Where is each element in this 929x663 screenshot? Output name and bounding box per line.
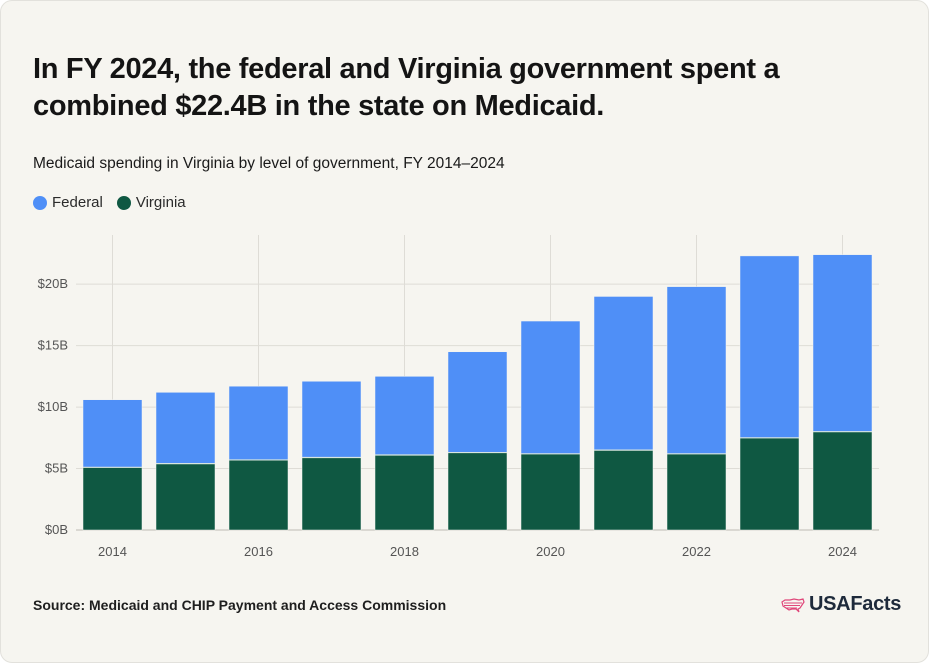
bar-virginia-2020 (520, 453, 581, 531)
bar-virginia-2015 (155, 463, 216, 531)
legend-swatch-virginia (116, 195, 131, 210)
bar-virginia-2023 (739, 437, 800, 531)
x-tick-label: 2016 (244, 544, 273, 559)
bar-virginia-2021 (593, 449, 654, 531)
x-tick-label: 2014 (98, 544, 127, 559)
bar-virginia-2016 (228, 459, 289, 531)
chart-title: In FY 2024, the federal and Virginia gov… (33, 53, 780, 122)
x-tick-label: 2020 (536, 544, 565, 559)
bar-federal-2020 (520, 320, 581, 455)
bar-federal-2021 (593, 296, 654, 451)
legend-label-federal: Federal (52, 194, 103, 211)
y-tick-label: $15B (38, 338, 68, 353)
bar-virginia-2024 (812, 431, 873, 531)
brand-name: USAFacts (809, 593, 902, 615)
bar-virginia-2022 (666, 453, 727, 531)
bar-federal-2014 (82, 399, 143, 468)
chart-legend: Federal Virginia (33, 194, 186, 211)
legend-item-federal: Federal (33, 194, 103, 211)
bar-federal-2023 (739, 255, 800, 439)
bar-federal-2018 (374, 376, 435, 456)
bar-federal-2017 (301, 381, 362, 458)
bar-federal-2019 (447, 351, 508, 453)
source-note: Source: Medicaid and CHIP Payment and Ac… (33, 597, 447, 613)
x-tick-label: 2018 (390, 544, 419, 559)
y-tick-label: $0B (45, 522, 68, 537)
bar-virginia-2014 (82, 467, 143, 531)
x-tick-label: 2024 (828, 544, 857, 559)
bar-virginia-2017 (301, 457, 362, 531)
bar-virginia-2018 (374, 454, 435, 531)
y-tick-label: $20B (38, 276, 68, 291)
chart-subtitle: Medicaid spending in Virginia by level o… (33, 155, 505, 172)
y-tick-label: $5B (45, 461, 68, 476)
legend-item-virginia: Virginia (116, 194, 186, 211)
bar-virginia-2019 (447, 452, 508, 531)
legend-label-virginia: Virginia (135, 194, 186, 211)
bar-federal-2016 (228, 385, 289, 461)
us-map-icon (781, 597, 805, 612)
bar-federal-2022 (666, 286, 727, 455)
brand-logo: USAFacts (781, 593, 901, 616)
y-tick-label: $10B (38, 399, 68, 414)
x-tick-label: 2022 (682, 544, 711, 559)
legend-swatch-federal (33, 195, 47, 210)
bar-federal-2024 (812, 254, 873, 432)
bar-federal-2015 (155, 392, 216, 464)
